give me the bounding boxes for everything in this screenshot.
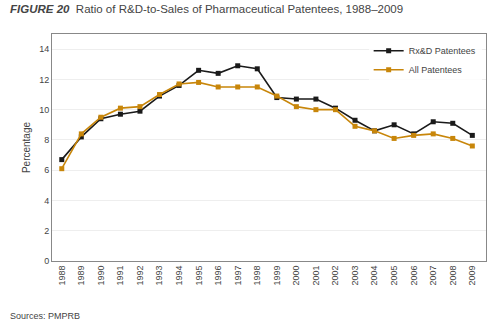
svg-text:1995: 1995	[194, 266, 204, 286]
svg-text:2001: 2001	[311, 266, 321, 286]
svg-text:1996: 1996	[213, 266, 223, 286]
svg-text:1988: 1988	[57, 266, 67, 286]
svg-text:1990: 1990	[96, 266, 106, 286]
svg-text:6: 6	[44, 165, 49, 175]
svg-text:1993: 1993	[154, 266, 164, 286]
svg-text:2006: 2006	[409, 266, 419, 286]
svg-text:2007: 2007	[428, 266, 438, 286]
svg-text:0: 0	[44, 256, 49, 266]
svg-text:2: 2	[44, 226, 49, 236]
svg-text:1991: 1991	[115, 266, 125, 286]
svg-text:2004: 2004	[369, 266, 379, 286]
svg-text:2000: 2000	[291, 266, 301, 286]
svg-text:Percentage: Percentage	[21, 121, 32, 173]
svg-text:2003: 2003	[350, 266, 360, 286]
svg-text:2008: 2008	[448, 266, 458, 286]
svg-text:1989: 1989	[76, 266, 86, 286]
svg-text:2002: 2002	[330, 266, 340, 286]
svg-text:1999: 1999	[272, 266, 282, 286]
svg-text:2009: 2009	[467, 266, 477, 286]
svg-text:12: 12	[39, 75, 49, 85]
svg-text:8: 8	[44, 135, 49, 145]
svg-text:14: 14	[39, 44, 49, 54]
svg-text:FIGURE 20 Ratio of R&D-to-Sal: FIGURE 20 Ratio of R&D-to-Sales of Pharm…	[10, 3, 403, 15]
svg-text:1998: 1998	[252, 266, 262, 286]
svg-text:Sources: PMPRB: Sources: PMPRB	[10, 311, 80, 321]
svg-text:10: 10	[39, 105, 49, 115]
svg-text:1994: 1994	[174, 266, 184, 286]
svg-text:All Patentees: All Patentees	[409, 65, 463, 75]
svg-text:Rx&D Patentees: Rx&D Patentees	[409, 46, 476, 56]
svg-text:2005: 2005	[389, 266, 399, 286]
svg-text:4: 4	[44, 196, 49, 206]
svg-text:1997: 1997	[233, 266, 243, 286]
svg-text:1992: 1992	[135, 266, 145, 286]
